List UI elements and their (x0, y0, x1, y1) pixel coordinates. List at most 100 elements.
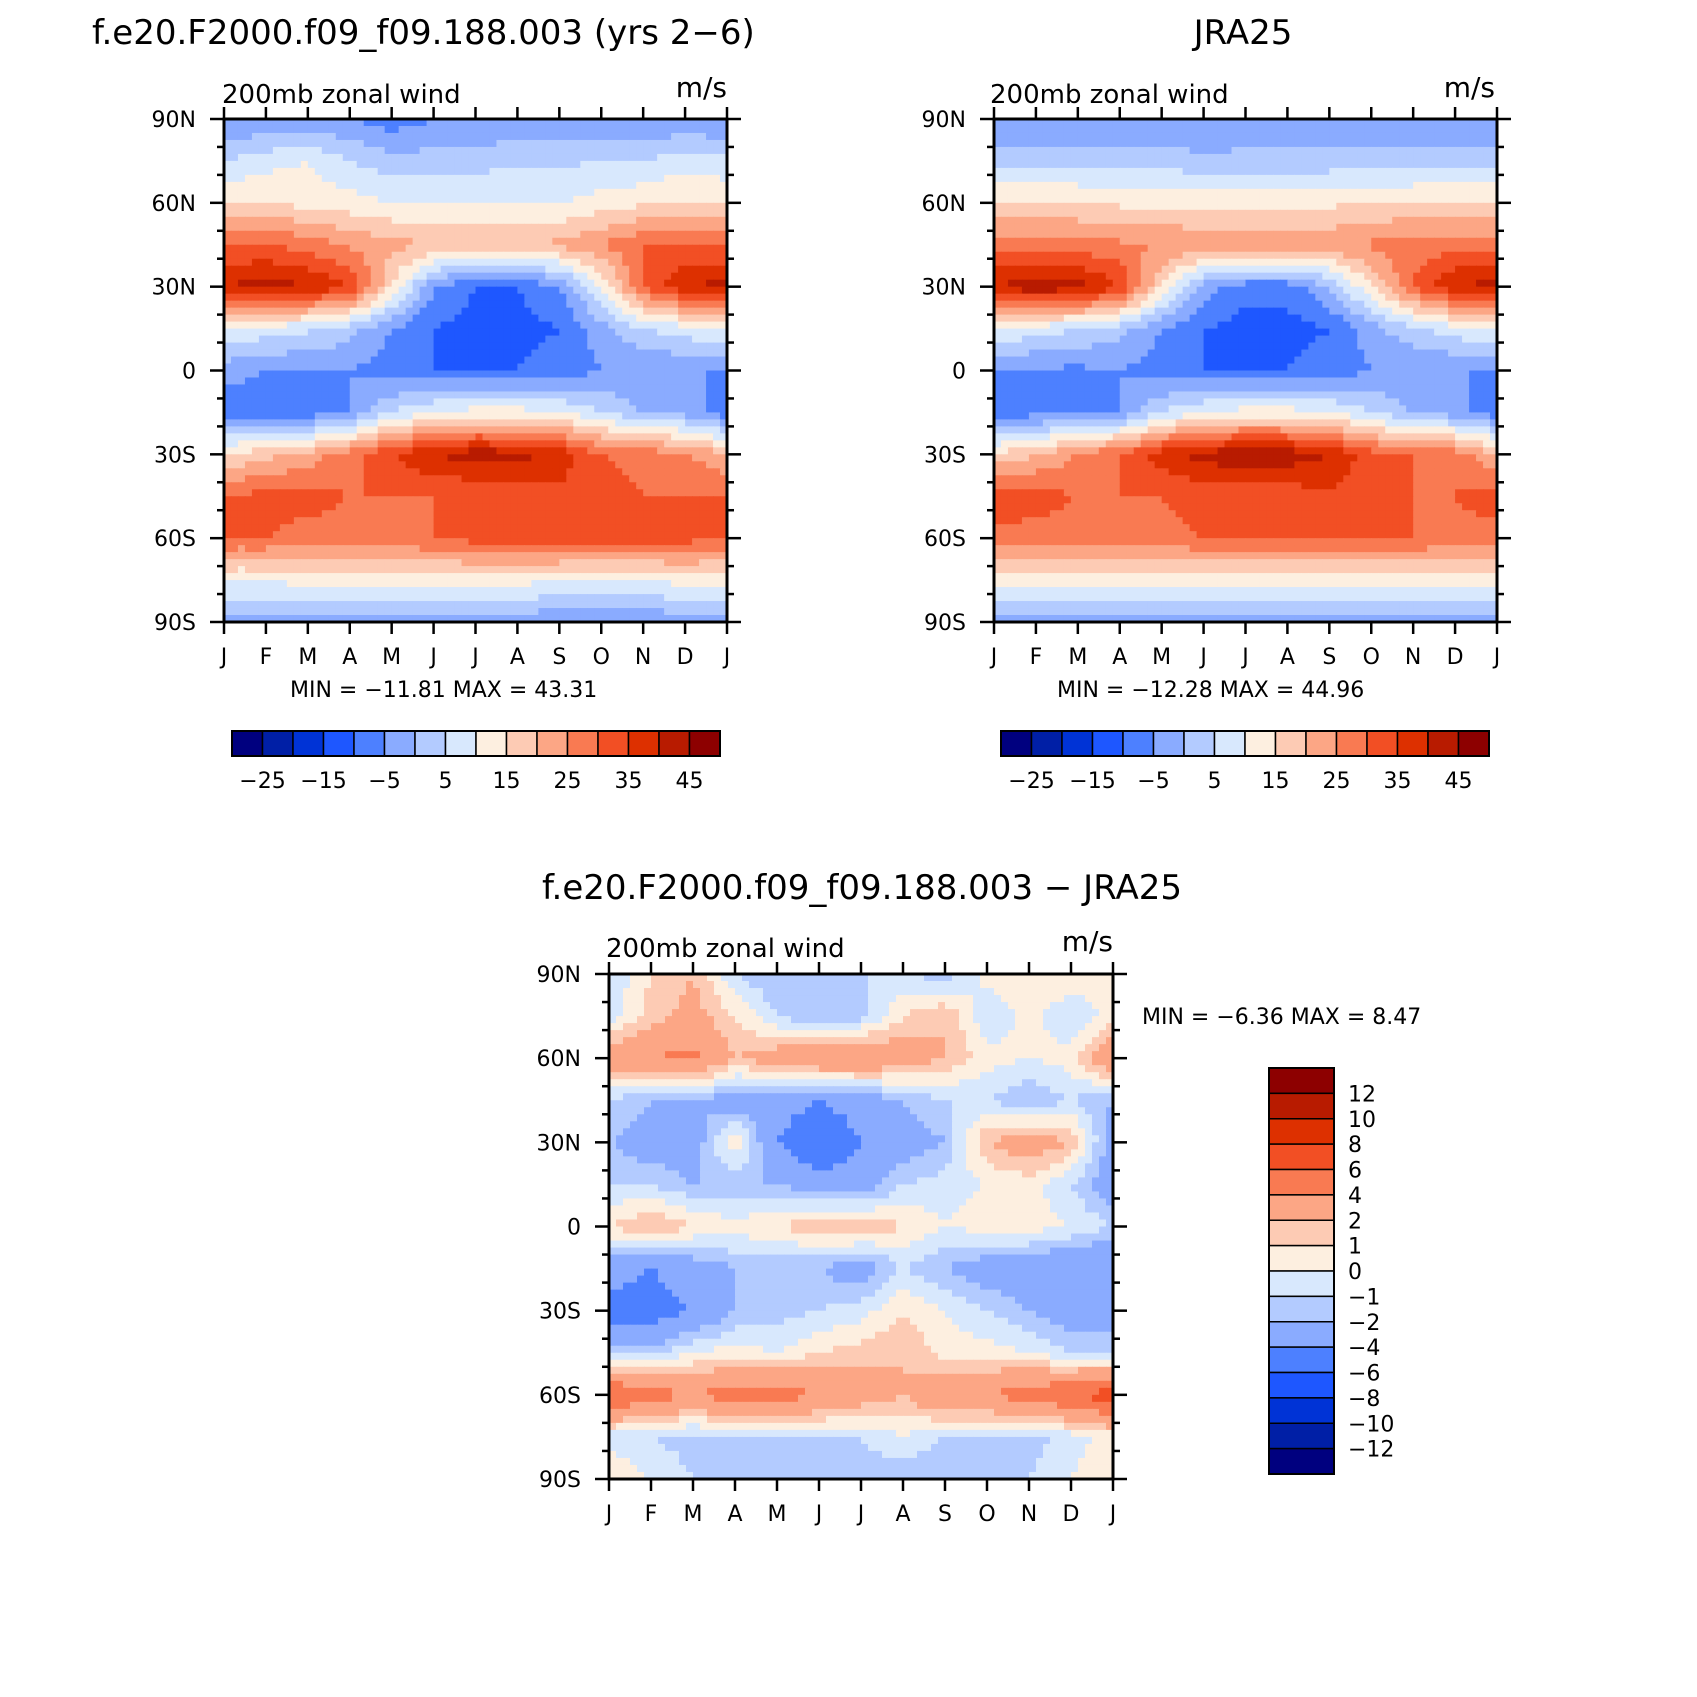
contour-cell (300, 580, 309, 588)
contour-cell (370, 398, 379, 407)
contour-cell (384, 314, 393, 323)
contour-cell (454, 496, 463, 504)
contour-cell (405, 230, 414, 239)
contour-cell (629, 587, 637, 595)
contour-cell (433, 195, 442, 204)
contour-cell (510, 279, 519, 288)
contour-cell (342, 251, 351, 260)
contour-cell (398, 468, 407, 476)
contour-cell (489, 216, 498, 225)
contour-cell (601, 468, 609, 476)
contour-cell (230, 426, 239, 434)
contour-cell (545, 251, 553, 260)
contour-cell (328, 279, 337, 288)
contour-cell (321, 440, 330, 448)
contour-cell (300, 216, 309, 225)
contour-cell (363, 419, 372, 427)
contour-cell (230, 119, 239, 127)
contour-cell (657, 545, 665, 553)
contour-cell (503, 566, 512, 574)
contour-cell (643, 496, 651, 504)
contour-cell (440, 384, 449, 393)
contour-cell (349, 398, 358, 407)
contour-cell (545, 398, 553, 407)
contour-cell (573, 293, 581, 302)
contour-cell (335, 461, 344, 469)
contour-cell (328, 566, 337, 574)
contour-cell (559, 314, 567, 323)
contour-cell (538, 335, 546, 344)
contour-cell (720, 328, 728, 337)
contour-cell (629, 426, 637, 434)
contour-cell (713, 167, 721, 176)
contour-cell (224, 580, 232, 588)
contour-cell (293, 160, 302, 169)
contour-cell (538, 489, 546, 497)
contour-cell (440, 412, 449, 421)
contour-cell (384, 146, 393, 155)
contour-cell (328, 601, 337, 609)
contour-cell (643, 216, 651, 225)
contour-cell (251, 531, 260, 539)
contour-cell (713, 125, 721, 134)
contour-cell (636, 146, 644, 155)
contour-cell (587, 468, 595, 476)
contour-cell (237, 391, 246, 400)
contour-cell (370, 503, 379, 511)
contour-cell (629, 307, 637, 316)
contour-cell (342, 601, 351, 609)
contour-cell (496, 125, 505, 134)
contour-cell (307, 587, 316, 595)
contour-cell (503, 258, 512, 267)
contour-cell (608, 363, 616, 372)
contour-cell (244, 419, 253, 427)
contour-cell (405, 594, 414, 602)
contour-cell (706, 349, 714, 358)
contour-cell (559, 146, 567, 155)
contour-cell (265, 293, 274, 302)
contour-cell (307, 461, 316, 469)
contour-cell (545, 307, 553, 316)
contour-cell (279, 503, 288, 511)
contour-cell (643, 119, 651, 127)
contour-cell (650, 454, 658, 462)
contour-cell (678, 223, 686, 232)
contour-cell (657, 258, 665, 267)
contour-cell (328, 216, 337, 225)
contour-cell (720, 258, 728, 267)
contour-cell (503, 363, 512, 372)
contour-cell (321, 594, 330, 602)
contour-cell (608, 538, 616, 546)
contour-cell (349, 146, 358, 155)
contour-cell (377, 237, 386, 246)
contour-cell (349, 412, 358, 421)
contour-cell (489, 545, 498, 553)
contour-cell (279, 321, 288, 330)
contour-cell (321, 538, 330, 546)
contour-cell (342, 286, 351, 295)
contour-cell (398, 594, 407, 602)
contour-cell (307, 174, 316, 183)
contour-cell (384, 370, 393, 379)
contour-cell (265, 300, 274, 309)
contour-cell (587, 188, 595, 197)
contour-cell (363, 188, 372, 197)
contour-cell (636, 195, 644, 204)
contour-cell (566, 160, 574, 169)
contour-cell (279, 566, 288, 574)
contour-cell (412, 489, 421, 497)
contour-cell (349, 433, 358, 441)
contour-cell (405, 119, 414, 127)
contour-cell (300, 146, 309, 155)
contour-cell (237, 454, 246, 462)
contour-cell (720, 237, 728, 246)
contour-cell (265, 342, 274, 351)
contour-cell (580, 195, 588, 204)
contour-cell (272, 146, 281, 155)
contour-cell (482, 587, 491, 595)
contour-cell (237, 181, 246, 190)
contour-cell (713, 153, 721, 162)
contour-cell (713, 286, 721, 295)
contour-cell (433, 230, 442, 239)
contour-cell (293, 594, 302, 602)
